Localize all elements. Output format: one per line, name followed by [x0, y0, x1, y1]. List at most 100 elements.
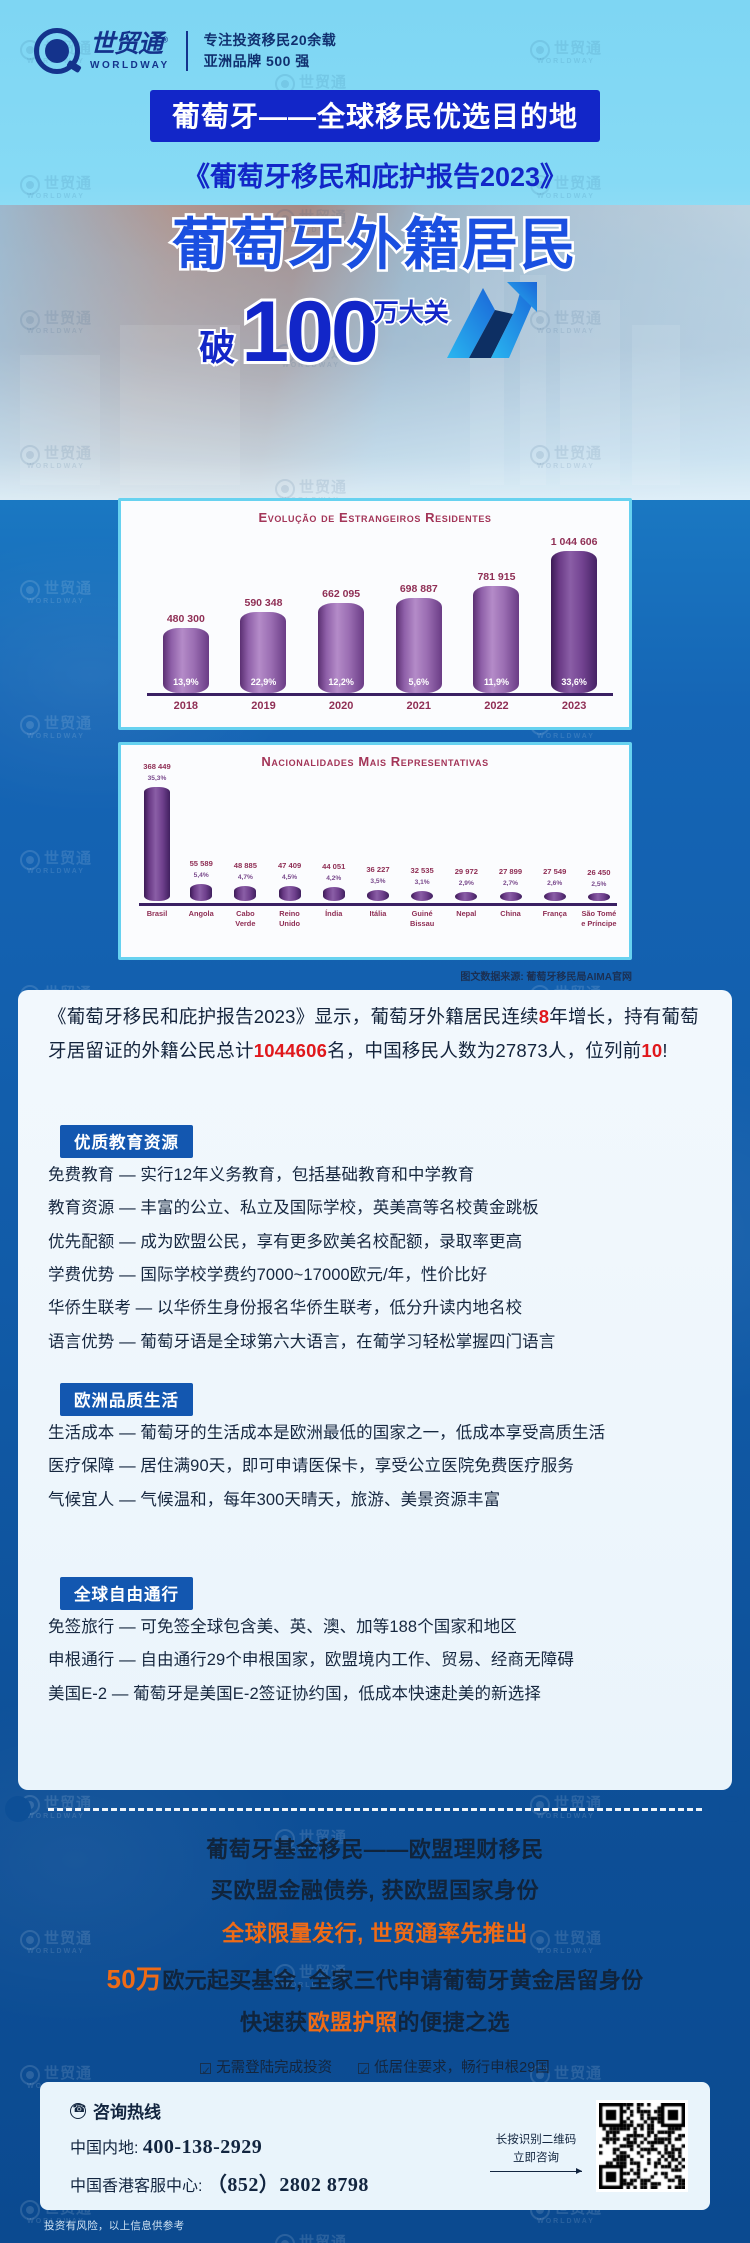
section-list-0: 免费教育 — 实行12年义务教育，包括基础教育和中学教育 教育资源 — 丰富的公立… — [48, 1159, 708, 1359]
bar-growth-label: 13,9% — [173, 677, 199, 687]
disclaimer-text: 投资有风险，以上信息供参考 — [44, 2220, 185, 2232]
section-list-2: 免签旅行 — 可免签全球包含美、英、澳、加等188个国家和地区申根通行 — 自由… — [48, 1611, 708, 1711]
x-axis-tick: Itália — [369, 909, 387, 918]
bar-item: 590 348 22,9% — [240, 597, 287, 693]
bar-cylinder: 12,2% — [318, 603, 365, 693]
x-axis-tick: 2022 — [484, 700, 509, 712]
bar-cylinder: 33,6% — [551, 551, 598, 693]
promo-line-1: 葡萄牙基金移民——欧盟理财移民 — [206, 1837, 544, 1862]
section-list-item: 申根通行 — 自由通行29个申根国家，欧盟境内工作、贸易、经商无障碍 — [48, 1651, 574, 1670]
lead-part-2: 年增长，持有葡萄牙居留证的外籍公民总计 — [48, 1006, 699, 1062]
section-list-item: 免签旅行 — 可免签全球包含美、英、澳、加等188个国家和地区 — [48, 1618, 517, 1636]
bar-item: 44 051 4,2% — [316, 862, 352, 901]
section-tag-0: 优质教育资源 — [60, 1125, 193, 1158]
x-axis-tick: Cabo Verde — [235, 909, 256, 928]
qr-arrow-line — [490, 2167, 582, 2174]
chart-title-nationalities: Nacionalidades Mais Representativas — [261, 754, 489, 769]
x-axis-tick: China — [500, 909, 521, 918]
bar-item: 781 915 11,9% — [473, 571, 520, 693]
mainland-number[interactable]: 400-138-2929 — [142, 2136, 263, 2158]
hero-big-number: 100 — [238, 281, 381, 383]
checkbox-icon — [200, 2059, 211, 2083]
lead-highlight-years: 8 — [538, 1006, 550, 1027]
section-list-item: 优先配额 — 成为欧盟公民，享有更多欧美名校配额，录取率更高 — [48, 1232, 523, 1251]
bar-share-label: 3,5% — [370, 878, 386, 885]
promo-line-5-pre: 快速获 — [239, 2010, 308, 2035]
up-trend-arrow-icon — [445, 280, 537, 366]
lisbon-cityscape-background — [0, 205, 750, 520]
lead-paragraph: 《葡萄牙移民和庇护报告2023》显示，葡萄牙外籍居民连续8年增长，持有葡萄牙居留… — [48, 1000, 708, 1068]
x-axis-tick: Nepal — [456, 909, 477, 918]
bar-item: 47 409 4,5% — [272, 861, 308, 901]
lead-part-4: ! — [662, 1040, 668, 1062]
promo-checklist-row-1: 无需登陆完成投资 低居住要求，畅行申根29国 — [18, 2054, 732, 2083]
x-axis-tick: 2018 — [173, 700, 199, 712]
x-axis-tick: Reino Unido — [279, 909, 301, 928]
mainland-phone-row: 中国内地: 400-138-2929 — [70, 2134, 262, 2159]
bar-cylinder — [278, 886, 301, 901]
axis-line-nationalities — [139, 903, 617, 906]
bar-cylinder — [499, 892, 522, 901]
promo-check-label: 无需登陆完成投资 — [216, 2060, 333, 2076]
section-list-item: 华侨生联考 — 以华侨生身份报名华侨生联考，低分升读内地名校 — [48, 1299, 523, 1318]
logo-divider — [185, 31, 188, 71]
bar-item: 29 972 2,9% — [448, 867, 484, 901]
bar-cylinder — [543, 892, 566, 901]
bar-growth-label: 12,2% — [328, 677, 354, 687]
chart-card-nationalities: Nacionalidades Mais Representativas 368 … — [118, 742, 632, 960]
qr-instruction-line-2: 立即咨询 — [513, 2151, 559, 2164]
hotline-label: 咨询热线 — [93, 2103, 161, 2122]
bar-value-label: 1 044 606 — [550, 536, 598, 548]
hotline-heading: 咨询热线 — [70, 2098, 161, 2123]
bar-value-label: 36 227 — [366, 865, 390, 874]
brand-logo: 世贸通® WORLDWAY 专注投资移民20余载 亚洲品牌 500 强 — [34, 28, 336, 74]
x-axis-tick: França — [542, 909, 567, 918]
bar-growth-label: 22,9% — [250, 677, 277, 687]
hero-unit-label: 万大关 — [372, 297, 451, 329]
section-list-item: 美国E-2 — 葡萄牙是美国E-2签证协约国，低成本快速赴美的新选择 — [48, 1684, 541, 1703]
hero-section: 葡萄牙——全球移民优选目的地 《葡萄牙移民和庇护报告2023》 葡萄牙外籍居民 … — [0, 90, 750, 383]
brand-name-en: WORLDWAY — [90, 59, 170, 71]
hk-number[interactable]: （852）2802 8798 — [206, 2174, 369, 2196]
promo-line-4-rest: 欧元起买基金, 全家三代申请葡萄牙黄金居留身份 — [162, 1968, 644, 1993]
bar-cylinder: 13,9% — [162, 628, 209, 693]
bar-share-label: 2,7% — [502, 880, 519, 887]
x-axis-tick: 2021 — [406, 700, 432, 712]
bar-cylinder: 22,9% — [240, 612, 287, 693]
registered-mark: ® — [162, 35, 168, 45]
bar-value-label: 698 887 — [399, 583, 438, 595]
slogan-line-1: 专注投资移民20余载 — [203, 32, 337, 48]
promo-line-2: 买欧盟金融债券, 获欧盟国家身份 — [210, 1878, 540, 1903]
section-list-1: 生活成本 — 葡萄牙的生活成本是欧洲最低的国家之一，低成本享受高质生活 医疗保障 … — [48, 1417, 708, 1517]
x-axis-tick: 2020 — [328, 700, 354, 712]
bar-value-label: 47 409 — [277, 861, 302, 870]
x-axis-tick: São Tomé e Príncipe — [581, 909, 617, 928]
lead-part-3: 名，中国移民人数为27873人，位列前 — [327, 1040, 642, 1062]
bar-cylinder — [322, 887, 345, 901]
bar-cylinder — [411, 891, 434, 901]
bar-item: 662 095 12,2% — [318, 588, 365, 693]
contact-card: 咨询热线 中国内地: 400-138-2929 中国香港客服中心: （852）2… — [40, 2082, 710, 2210]
qr-instruction-line-1: 长按识别二维码 — [495, 2134, 577, 2146]
source-note: 图文数据来源: 葡萄牙移民局AIMA官网 — [460, 972, 632, 983]
section-tag-2: 全球自由通行 — [60, 1577, 193, 1610]
bar-cylinder — [190, 884, 213, 901]
bar-cylinder: 5,6% — [395, 598, 442, 693]
qr-code-icon[interactable] — [596, 2100, 688, 2192]
hero-break-word: 破 — [197, 325, 237, 370]
hero-report-title: 《葡萄牙移民和庇护报告2023》 — [182, 162, 568, 192]
promo-block: 葡萄牙基金移民——欧盟理财移民 买欧盟金融债券, 获欧盟国家身份 全球限量发行,… — [18, 1822, 732, 2112]
promo-check-label: 低居住要求，畅行申根29国 — [374, 2060, 550, 2076]
bar-cylinder — [455, 892, 478, 901]
bar-value-label: 44 051 — [322, 862, 346, 871]
brand-name-cn: 世贸通® — [90, 29, 168, 58]
hero-banner-title: 葡萄牙——全球移民优选目的地 — [149, 90, 600, 142]
bar-share-label: 2,6% — [547, 880, 563, 887]
x-axis-tick: 2019 — [251, 700, 276, 712]
bar-value-label: 32 535 — [410, 866, 434, 875]
bar-growth-label: 5,6% — [408, 677, 430, 687]
chart-title-evolution: Evolução de Estrangeiros Residentes — [258, 510, 492, 525]
bar-growth-label: 33,6% — [561, 677, 587, 687]
bar-item: 48 885 4,7% — [227, 861, 263, 901]
bar-value-label: 27 899 — [498, 867, 523, 876]
